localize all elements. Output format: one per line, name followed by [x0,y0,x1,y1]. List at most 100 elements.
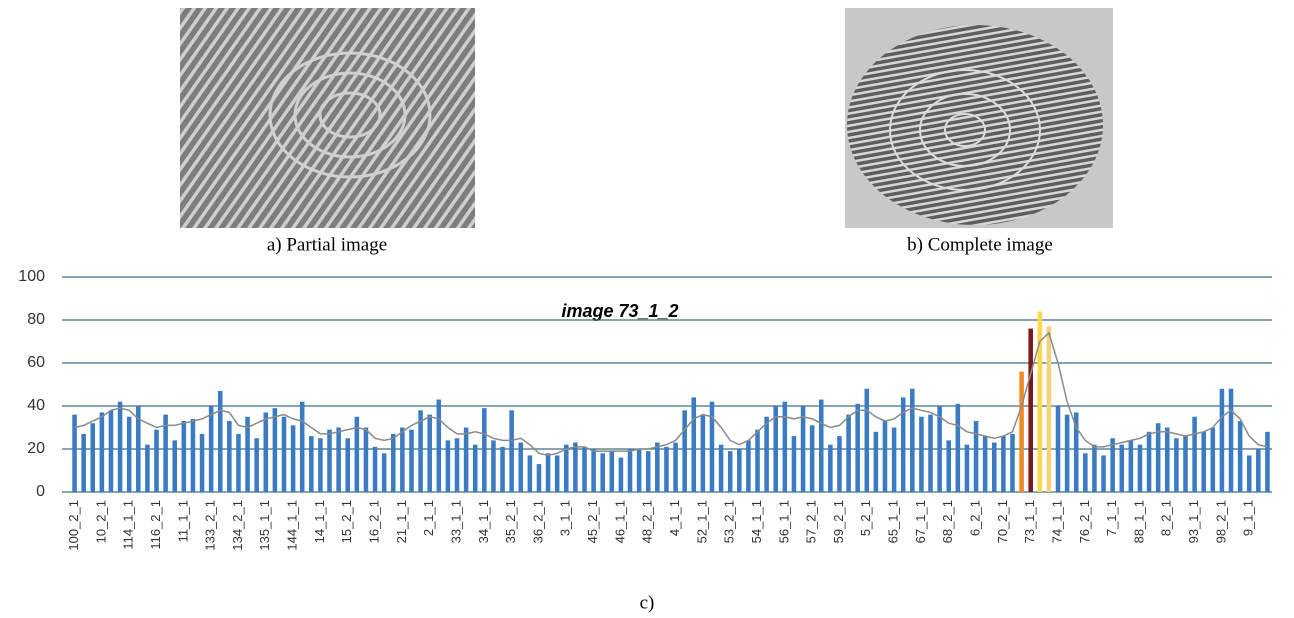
bar [227,421,232,492]
bar [264,412,269,492]
bar [783,402,788,492]
bar [318,438,323,492]
x-tick-label: 93_1_1 [1186,500,1201,543]
chart-title: image 73_1_2 [561,301,678,321]
bar [90,423,95,492]
complete-image [845,8,1113,228]
x-tick-label: 9_1_1 [1241,500,1256,536]
x-tick-label: 76_2_1 [1077,500,1092,543]
bar [409,430,414,492]
bar [992,443,997,492]
bar [473,445,478,492]
x-tick-label: 88_1_1 [1131,500,1146,543]
x-tick-label: 67_1_1 [913,500,928,543]
bar [710,402,715,492]
x-tick-label: 6_2_1 [967,500,982,536]
bar [910,389,915,492]
bar [755,430,760,492]
bar [801,406,806,492]
bar [127,417,132,492]
bar [892,428,897,493]
bar [1156,423,1161,492]
caption: c) [640,592,655,613]
bar [628,449,633,492]
bar [965,445,970,492]
bar [109,410,114,492]
x-tick-label: 46_1_1 [612,500,627,543]
bar [437,400,442,492]
x-tick-label: 4_1_1 [667,500,682,536]
bar [1211,428,1216,493]
bar [382,453,387,492]
bar [209,406,214,492]
bar [1174,438,1179,492]
bar [573,443,578,492]
bar [1192,417,1197,492]
bar [664,447,669,492]
bar [1065,415,1070,492]
bar [637,449,642,492]
bar [837,436,842,492]
bar [145,445,150,492]
bar [1047,326,1052,492]
bar [509,410,514,492]
x-tick-label: 98_2_1 [1213,500,1228,543]
bar [1247,455,1252,492]
bar [1220,389,1225,492]
bar [655,443,660,492]
bar [81,434,86,492]
bar [1019,372,1024,492]
x-tick-label: 65_1_1 [886,500,901,543]
x-tick-label: 68_2_1 [940,500,955,543]
bar [691,397,696,492]
x-tick-label: 14_1_1 [312,500,327,543]
bar [937,406,942,492]
bar [865,389,870,492]
x-tick-label: 34_1_1 [476,500,491,543]
bar [373,447,378,492]
bar [846,415,851,492]
bar [528,455,533,492]
bar [883,421,888,492]
bar [983,436,988,492]
bar [564,445,569,492]
bar [427,415,432,492]
x-tick-label: 16_2_1 [366,500,381,543]
bar [1256,449,1261,492]
x-tick-label: 54_1_1 [749,500,764,543]
bar [182,421,187,492]
bar [1265,432,1270,492]
x-tick-label: 7_1_1 [1104,500,1119,536]
bar [1238,421,1243,492]
y-tick-label: 100 [18,268,45,285]
x-tick-label: 2_1_1 [421,500,436,536]
bar [537,464,542,492]
x-tick-label: 15_2_1 [339,500,354,543]
bar [555,455,560,492]
x-tick-label: 10_2_1 [93,500,108,543]
x-tick-label: 74_1_1 [1049,500,1064,543]
bar [391,434,396,492]
bar [1110,438,1115,492]
x-tick-label: 59_2_1 [831,500,846,543]
bar [591,449,596,492]
bar [491,440,496,492]
bar [327,430,332,492]
bar [1147,432,1152,492]
bar [1129,440,1134,492]
x-tick-label: 73_1_1 [1022,500,1037,543]
bar [1229,389,1234,492]
y-tick-label: 20 [27,440,45,457]
bar [345,438,350,492]
bar [746,440,751,492]
bar [828,445,833,492]
bar [1038,311,1043,492]
trend-line [75,333,1268,456]
bar [974,421,979,492]
bar [810,425,815,492]
bar [646,451,651,492]
bar [464,428,469,493]
bar [1201,432,1206,492]
x-tick-label: 134_2_1 [230,500,245,551]
x-tick-label: 70_2_1 [995,500,1010,543]
